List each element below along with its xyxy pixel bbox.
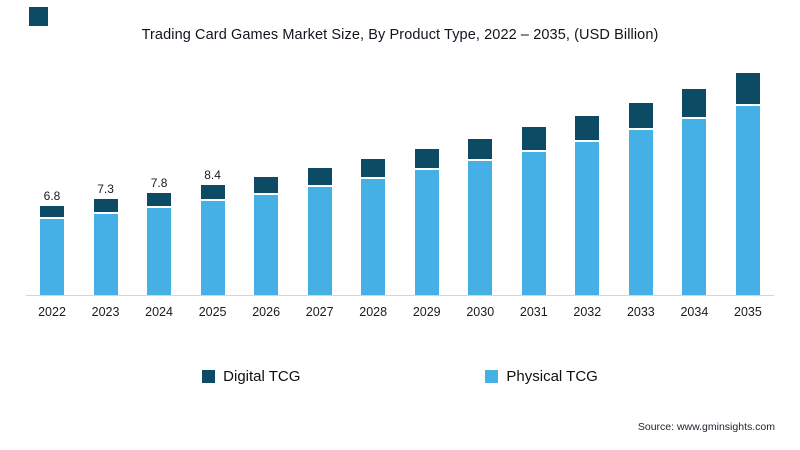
x-axis-year-label: 2031 [519, 305, 548, 319]
digital-tcg-bar-segment [682, 88, 707, 117]
source-attribution: Source: www.gminsights.com [637, 421, 775, 433]
bar-group: 7.8 [137, 70, 181, 295]
x-axis-label-cell: 2032 [565, 296, 609, 319]
legend-label-digital: Digital TCG [223, 368, 301, 385]
physical-tcg-bar-segment [575, 142, 600, 295]
x-axis-line [26, 295, 774, 296]
x-axis-label-cell: 2034 [672, 296, 716, 319]
physical-tcg-bar-segment [200, 201, 225, 295]
bar-total-label: 6.8 [43, 188, 61, 203]
x-axis-year-label: 2035 [734, 305, 762, 319]
plot-area: 6.8 7.3 7.8 8.4 [26, 70, 774, 295]
digital-tcg-bar-segment [307, 168, 332, 185]
chart-legend: Digital TCG Physical TCG [0, 368, 800, 385]
legend-label-physical: Physical TCG [506, 368, 598, 385]
physical-tcg-bar-segment [40, 219, 64, 295]
x-axis-label-cell: 2031 [512, 296, 556, 319]
bar-group [244, 70, 288, 295]
digital-tcg-bar-segment [147, 192, 172, 206]
bar-group [672, 70, 716, 295]
x-axis-label-cell: 2023 [84, 296, 128, 319]
physical-tcg-bar-segment [361, 179, 386, 295]
legend-swatch-digital-icon [202, 370, 216, 383]
bar-group: 8.4 [191, 70, 235, 295]
bar-group [512, 70, 556, 295]
bar-total-label: 7.8 [150, 175, 168, 190]
physical-tcg-bar-segment [682, 118, 707, 295]
x-axis-label-cell: 2035 [726, 296, 770, 319]
x-axis-label-cell: 2030 [458, 296, 502, 319]
physical-tcg-bar-segment [735, 106, 760, 295]
chart-title: Trading Card Games Market Size, By Produ… [141, 27, 659, 43]
digital-tcg-bar-segment [735, 73, 760, 104]
chart-plot-wrapper: 6.8 7.3 7.8 8.4 2022 2023 2024 2025 2026 2027 202… [26, 70, 774, 319]
physical-tcg-bar-segment [468, 161, 493, 295]
legend-item-physical-tcg: Physical TCG [485, 368, 598, 385]
digital-tcg-bar-segment [40, 205, 64, 218]
x-axis-year-label: 2025 [198, 305, 227, 319]
bar-group [458, 70, 502, 295]
legend-swatch-physical-icon [485, 370, 499, 383]
bar-group [565, 70, 609, 295]
physical-tcg-bar-segment [521, 152, 546, 295]
x-axis-year-label: 2026 [252, 305, 281, 319]
x-axis-year-label: 2030 [466, 305, 495, 319]
bar-group [298, 70, 342, 295]
bar-group [726, 70, 770, 295]
physical-tcg-bar-segment [414, 170, 439, 295]
digital-tcg-bar-segment [575, 115, 600, 140]
x-axis-labels-row: 2022 2023 2024 2025 2026 2027 2028 2029 2030 2031… [26, 296, 774, 319]
bar-group [351, 70, 395, 295]
digital-tcg-bar-segment [628, 102, 653, 129]
x-axis-label-cell: 2029 [405, 296, 449, 319]
x-axis-label-cell: 2024 [137, 296, 181, 319]
x-axis-year-label: 2028 [359, 305, 388, 319]
digital-tcg-bar-segment [200, 185, 225, 200]
x-axis-label-cell: 2033 [619, 296, 663, 319]
bar-total-label: 8.4 [204, 168, 221, 183]
physical-tcg-bar-segment [628, 130, 653, 295]
x-axis-year-label: 2034 [680, 305, 709, 319]
brand-logo-mark [29, 7, 48, 26]
physical-tcg-bar-segment [307, 187, 332, 295]
x-axis-label-cell: 2028 [351, 296, 395, 319]
x-axis-label-cell: 2027 [298, 296, 342, 319]
legend-item-digital-tcg: Digital TCG [202, 368, 300, 385]
bar-group [405, 70, 449, 295]
x-axis-label-cell: 2025 [191, 296, 235, 319]
x-axis-year-label: 2029 [412, 305, 441, 319]
physical-tcg-bar-segment [93, 214, 118, 295]
digital-tcg-bar-segment [93, 199, 118, 212]
x-axis-year-label: 2033 [626, 305, 655, 319]
x-axis-year-label: 2022 [38, 305, 66, 319]
physical-tcg-bar-segment [254, 194, 279, 295]
digital-tcg-bar-segment [468, 138, 493, 160]
physical-tcg-bar-segment [147, 207, 172, 295]
x-axis-year-label: 2024 [145, 305, 173, 319]
bar-group: 7.3 [84, 70, 128, 295]
x-axis-year-label: 2027 [305, 305, 334, 319]
x-axis-label-cell: 2022 [30, 296, 74, 319]
bar-group: 6.8 [30, 70, 74, 295]
bar-group [619, 70, 663, 295]
digital-tcg-bar-segment [254, 177, 279, 193]
digital-tcg-bar-segment [361, 159, 386, 178]
digital-tcg-bar-segment [414, 149, 439, 169]
digital-tcg-bar-segment [521, 127, 546, 151]
bar-total-label: 7.3 [97, 182, 114, 197]
x-axis-label-cell: 2026 [244, 296, 288, 319]
x-axis-year-label: 2023 [91, 305, 120, 319]
x-axis-year-label: 2032 [573, 305, 602, 319]
